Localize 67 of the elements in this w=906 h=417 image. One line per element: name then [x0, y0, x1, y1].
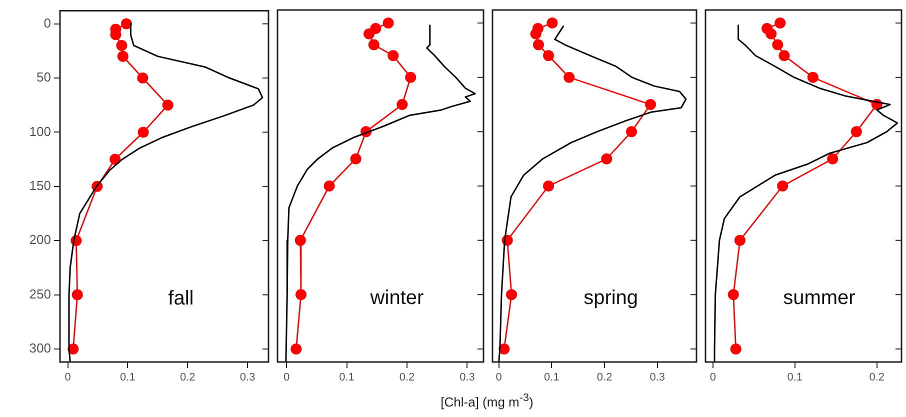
- y-tick-label: 250: [29, 286, 51, 302]
- point: [530, 28, 542, 40]
- y-tick-label: 100: [29, 124, 51, 139]
- point: [807, 72, 818, 83]
- x-tick-label: 0.2: [180, 372, 196, 384]
- x-tick-label: 0: [283, 372, 290, 384]
- point: [734, 234, 746, 246]
- point: [162, 100, 174, 111]
- point: [506, 289, 518, 300]
- point: [730, 343, 742, 354]
- point: [137, 72, 148, 84]
- point: [368, 39, 380, 50]
- point: [564, 72, 575, 83]
- x-axis-title: [Chl-a] (mg m$^{-3}$): [440, 392, 534, 410]
- point: [532, 39, 544, 50]
- point: [777, 180, 788, 192]
- y-tick-label: 200: [29, 232, 51, 248]
- x-tick-label: 0.3: [240, 372, 256, 384]
- point: [290, 343, 302, 354]
- point: [121, 18, 132, 30]
- point: [774, 18, 786, 29]
- point: [295, 289, 306, 300]
- point: [546, 18, 558, 29]
- point: [350, 153, 362, 164]
- point: [543, 50, 554, 62]
- point: [405, 72, 416, 83]
- point: [772, 39, 784, 50]
- x-tick-label: 0.3: [460, 372, 475, 384]
- point: [138, 126, 149, 138]
- point: [827, 153, 838, 164]
- point: [324, 180, 335, 192]
- annotation: spring: [584, 287, 638, 310]
- point: [72, 289, 83, 300]
- point: [601, 153, 612, 164]
- point: [116, 40, 128, 51]
- point: [850, 126, 862, 138]
- y-tick-label: 300: [29, 340, 51, 356]
- x-tick-label: 0: [64, 372, 71, 384]
- x-tick-label: 0.1: [120, 372, 136, 384]
- y-tick-label: 0: [44, 15, 51, 30]
- point: [645, 99, 656, 110]
- annotation: fall: [168, 287, 194, 310]
- x-tick-label: 0.1: [544, 372, 560, 384]
- point: [396, 99, 408, 110]
- point: [728, 289, 739, 300]
- x-tick-label: 0.1: [787, 372, 803, 384]
- point: [543, 180, 554, 192]
- y-tick-label: 150: [29, 178, 51, 193]
- x-tick-label: 0.1: [339, 372, 354, 384]
- x-tick-label: 0.2: [869, 372, 885, 384]
- point: [117, 50, 128, 62]
- annotation: summer: [783, 287, 856, 310]
- point: [382, 18, 394, 29]
- point: [766, 28, 777, 40]
- point: [110, 154, 121, 165]
- point: [626, 126, 637, 138]
- point: [364, 28, 375, 40]
- x-tick-label: 0: [496, 372, 502, 384]
- y-tick-label: 50: [36, 70, 51, 85]
- annotation: winter: [369, 287, 424, 310]
- x-tick-label: 0.3: [650, 372, 666, 384]
- x-tick-label: 0: [710, 372, 716, 384]
- x-tick-label: 0.2: [399, 372, 415, 384]
- point: [388, 50, 399, 62]
- point: [778, 50, 790, 62]
- x-tick-label: 0.2: [596, 372, 612, 384]
- point: [294, 234, 306, 246]
